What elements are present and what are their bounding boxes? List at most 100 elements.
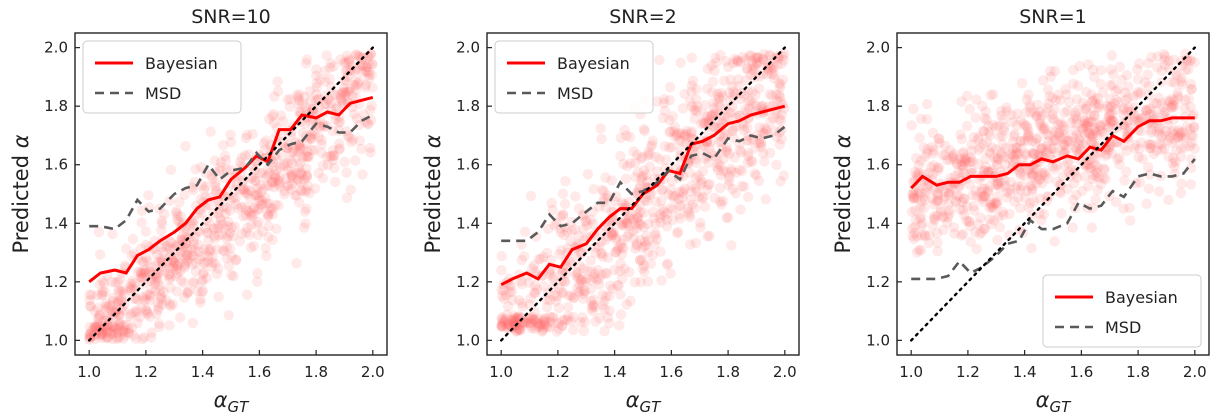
scatter-point: [624, 266, 635, 278]
scatter-point: [659, 105, 670, 117]
scatter-point: [691, 106, 702, 117]
scatter-point: [548, 312, 559, 323]
scatter-point: [1055, 117, 1066, 128]
scatter-point: [727, 125, 738, 137]
scatter-point: [350, 84, 362, 96]
scatter-point: [1029, 107, 1040, 118]
scatter-point: [744, 51, 755, 62]
scatter-point: [1048, 135, 1059, 147]
plot-area: [496, 46, 790, 342]
scatter-point: [928, 199, 940, 210]
scatter-point: [987, 142, 998, 153]
scatter-point: [616, 242, 627, 253]
scatter-point: [319, 65, 331, 77]
scatter-point: [167, 255, 178, 266]
scatter-point: [556, 275, 567, 287]
scatter-point: [973, 158, 984, 170]
scatter-point: [206, 261, 217, 272]
scatter-point: [674, 209, 685, 220]
scatter-point: [197, 275, 208, 286]
scatter-point: [1026, 168, 1038, 180]
scatter-point: [976, 186, 987, 198]
scatter-point: [1163, 95, 1174, 106]
scatter-point: [568, 292, 580, 304]
scatter-point: [119, 324, 130, 335]
scatter-point: [675, 213, 686, 224]
scatter-point: [1156, 98, 1168, 109]
scatter-point: [625, 210, 636, 222]
scatter-point: [305, 133, 316, 144]
scatter-point: [239, 186, 251, 197]
scatter-point: [1092, 102, 1103, 113]
scatter-point: [297, 98, 308, 109]
scatter-point: [254, 203, 265, 215]
scatter-point: [700, 117, 711, 129]
scatter-point: [94, 309, 106, 320]
scatter-point: [89, 305, 100, 317]
scatter-point: [1070, 110, 1081, 122]
scatter-point: [601, 268, 612, 279]
scatter-point: [961, 215, 972, 226]
scatter-point: [156, 215, 168, 226]
scatter-point: [980, 106, 991, 117]
scatter-point: [153, 276, 164, 287]
scatter-point: [1184, 123, 1196, 135]
scatter-point: [181, 249, 192, 260]
scatter-point: [269, 172, 281, 183]
scatter-point: [97, 276, 108, 287]
scatter-point: [1136, 112, 1148, 124]
scatter-point: [231, 254, 242, 265]
scatter-point: [112, 276, 124, 287]
scatter-point: [1093, 162, 1104, 173]
scatter-point: [777, 74, 789, 85]
scatter-point: [575, 285, 586, 296]
scatter-point: [1031, 110, 1042, 121]
scatter-point: [968, 132, 979, 143]
scatter-point: [630, 172, 641, 183]
scatter-point: [638, 170, 649, 181]
scatter-point: [361, 66, 373, 77]
scatter-point: [730, 188, 742, 199]
scatter-point: [141, 305, 152, 316]
scatter-point: [771, 159, 782, 171]
scatter-point: [114, 308, 125, 320]
scatter-point: [750, 100, 762, 111]
scatter-point: [979, 223, 990, 235]
scatter-point: [1145, 109, 1156, 120]
scatter-point: [97, 286, 108, 297]
scatter-point: [273, 178, 284, 190]
scatter-point: [593, 273, 605, 285]
scatter-point: [655, 246, 666, 257]
scatter-point: [568, 292, 579, 303]
scatter-point: [616, 249, 628, 260]
scatter-point: [102, 302, 114, 313]
scatter-point: [1156, 144, 1168, 155]
scatter-point: [647, 139, 658, 150]
scatter-point: [341, 50, 352, 61]
scatter-point: [226, 269, 237, 281]
scatter-point: [549, 220, 560, 231]
scatter-point: [699, 99, 710, 111]
scatter-point: [1031, 134, 1042, 145]
plot-area: [84, 46, 378, 345]
scatter-point: [164, 320, 175, 331]
scatter-point: [754, 71, 765, 82]
scatter-point: [1160, 126, 1172, 137]
scatter-point: [639, 260, 650, 271]
scatter-point: [698, 109, 710, 120]
scatter-point: [720, 56, 732, 67]
scatter-point: [645, 149, 656, 160]
scatter-point: [158, 246, 169, 258]
scatter-point: [1171, 144, 1182, 156]
scatter-point: [1005, 148, 1017, 159]
scatter-point: [689, 202, 701, 214]
scatter-point: [698, 118, 710, 129]
scatter-point: [1095, 178, 1107, 190]
scatter-point: [506, 314, 517, 326]
scatter-point: [677, 192, 688, 203]
scatter-point: [994, 131, 1005, 142]
scatter-point: [96, 290, 108, 301]
scatter-point: [496, 319, 507, 330]
scatter-point: [1074, 134, 1086, 145]
scatter-point: [144, 295, 155, 306]
